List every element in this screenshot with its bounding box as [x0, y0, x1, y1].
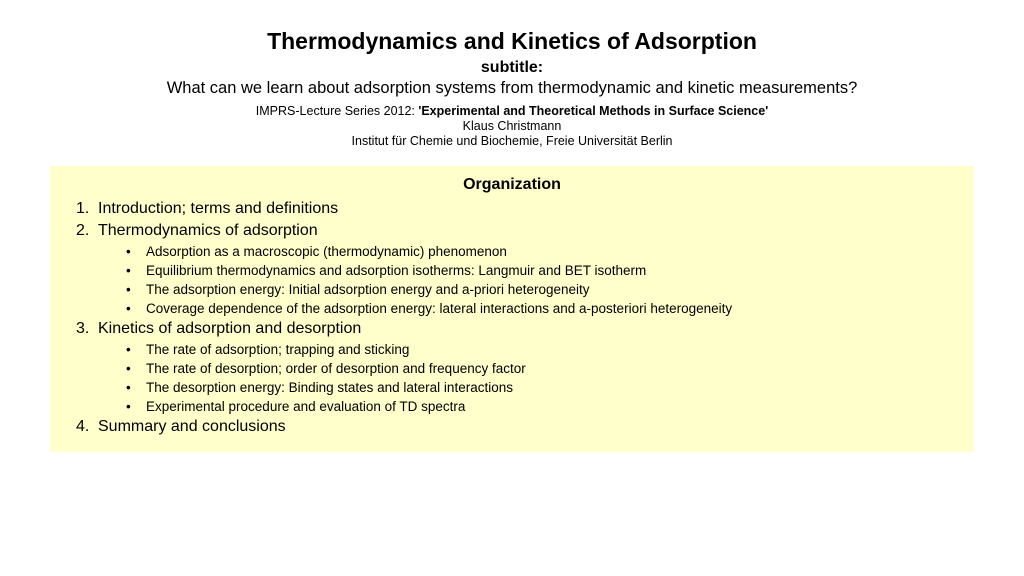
- sub-list-item-text: The rate of desorption; order of desorpt…: [146, 361, 526, 376]
- sub-list-item: •Experimental procedure and evaluation o…: [126, 399, 954, 414]
- list-item-text: Kinetics of adsorption and desorption: [98, 320, 361, 338]
- subtitle-label: subtitle:: [60, 59, 964, 77]
- list-item-number: 1.: [76, 200, 98, 218]
- affiliation: Institut für Chemie und Biochemie, Freie…: [60, 134, 964, 148]
- sub-list-item: •Adsorption as a macroscopic (thermodyna…: [126, 244, 954, 259]
- sub-list-item-text: The rate of adsorption; trapping and sti…: [146, 342, 409, 357]
- sub-list-item-text: The desorption energy: Binding states an…: [146, 380, 513, 395]
- series-title: 'Experimental and Theoretical Methods in…: [418, 104, 768, 118]
- slide: Thermodynamics and Kinetics of Adsorptio…: [0, 0, 1024, 452]
- list-item: 4.Summary and conclusions: [76, 418, 954, 436]
- bullet-icon: •: [126, 380, 146, 395]
- organization-box: Organization 1.Introduction; terms and d…: [50, 166, 974, 452]
- lecture-series: IMPRS-Lecture Series 2012: 'Experimental…: [60, 104, 964, 118]
- list-item: 1.Introduction; terms and definitions: [76, 200, 954, 218]
- list-item-number: 3.: [76, 320, 98, 338]
- organization-list: 1.Introduction; terms and definitions2.T…: [70, 200, 954, 436]
- organization-heading: Organization: [70, 176, 954, 194]
- sub-list-item-text: The adsorption energy: Initial adsorptio…: [146, 282, 590, 297]
- bullet-icon: •: [126, 282, 146, 297]
- bullet-icon: •: [126, 361, 146, 376]
- sub-list-item: •Coverage dependence of the adsorption e…: [126, 301, 954, 316]
- sub-list-item: •The rate of desorption; order of desorp…: [126, 361, 954, 376]
- list-item-text: Introduction; terms and definitions: [98, 200, 338, 218]
- series-prefix: IMPRS-Lecture Series 2012:: [256, 104, 419, 118]
- subtitle-text: What can we learn about adsorption syste…: [60, 79, 964, 98]
- sub-list: •Adsorption as a macroscopic (thermodyna…: [126, 244, 954, 316]
- sub-list-item-text: Equilibrium thermodynamics and adsorptio…: [146, 263, 646, 278]
- bullet-icon: •: [126, 399, 146, 414]
- list-item-text: Thermodynamics of adsorption: [98, 222, 318, 240]
- sub-list-item: •The rate of adsorption; trapping and st…: [126, 342, 954, 357]
- sub-list-item-text: Experimental procedure and evaluation of…: [146, 399, 465, 414]
- list-item-number: 2.: [76, 222, 98, 240]
- bullet-icon: •: [126, 301, 146, 316]
- list-item: 3.Kinetics of adsorption and desorption: [76, 320, 954, 338]
- sub-list-item: •The adsorption energy: Initial adsorpti…: [126, 282, 954, 297]
- list-item: 2.Thermodynamics of adsorption: [76, 222, 954, 240]
- bullet-icon: •: [126, 342, 146, 357]
- list-item-text: Summary and conclusions: [98, 418, 286, 436]
- bullet-icon: •: [126, 263, 146, 278]
- sub-list-item-text: Adsorption as a macroscopic (thermodynam…: [146, 244, 507, 259]
- author: Klaus Christmann: [60, 119, 964, 133]
- sub-list: •The rate of adsorption; trapping and st…: [126, 342, 954, 414]
- sub-list-item-text: Coverage dependence of the adsorption en…: [146, 301, 732, 316]
- list-item-number: 4.: [76, 418, 98, 436]
- bullet-icon: •: [126, 244, 146, 259]
- sub-list-item: •Equilibrium thermodynamics and adsorpti…: [126, 263, 954, 278]
- page-title: Thermodynamics and Kinetics of Adsorptio…: [60, 28, 964, 55]
- sub-list-item: •The desorption energy: Binding states a…: [126, 380, 954, 395]
